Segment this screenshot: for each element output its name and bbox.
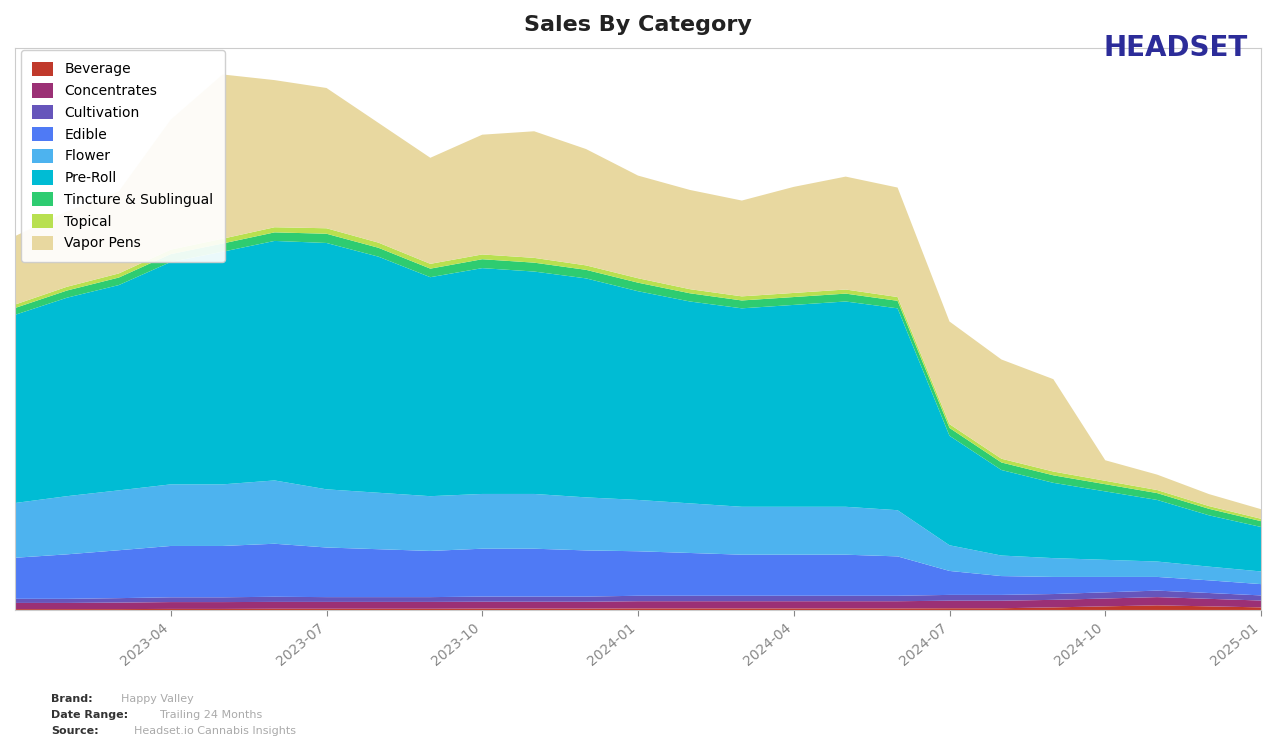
Text: Source:: Source: bbox=[51, 726, 98, 736]
Legend: Beverage, Concentrates, Cultivation, Edible, Flower, Pre-Roll, Tincture & Sublin: Beverage, Concentrates, Cultivation, Edi… bbox=[22, 51, 225, 262]
Text: HEADSET: HEADSET bbox=[1104, 34, 1248, 62]
Text: Date Range:: Date Range: bbox=[51, 710, 128, 721]
Text: Headset.io Cannabis Insights: Headset.io Cannabis Insights bbox=[134, 726, 296, 736]
Text: Trailing 24 Months: Trailing 24 Months bbox=[160, 710, 262, 721]
Text: Brand:: Brand: bbox=[51, 694, 93, 704]
Text: Happy Valley: Happy Valley bbox=[121, 694, 194, 704]
Title: Sales By Category: Sales By Category bbox=[524, 15, 752, 35]
